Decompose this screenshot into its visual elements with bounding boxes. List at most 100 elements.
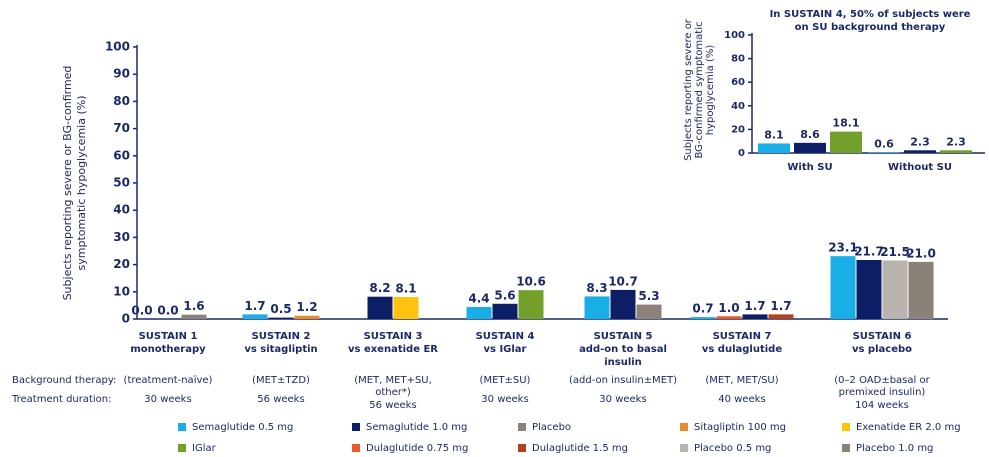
x-tick-label: vs dulaglutide xyxy=(702,344,782,355)
data-label: 0.6 xyxy=(874,137,894,150)
row-label: Treatment duration: xyxy=(11,394,112,405)
data-label: 1.7 xyxy=(244,299,265,313)
row-label: Background therapy: xyxy=(12,375,116,386)
data-label: 21.7 xyxy=(854,244,884,258)
legend-swatch xyxy=(680,444,688,452)
inset-title: on SU background therapy xyxy=(795,22,946,33)
y-tick-label: 20 xyxy=(731,124,745,135)
background-therapy: (add-on insulin±MET) xyxy=(569,375,677,386)
legend-swatch xyxy=(518,444,526,452)
legend-label: Semaglutide 1.0 mg xyxy=(366,422,467,433)
data-label: 2.3 xyxy=(910,135,930,148)
data-label: 10.7 xyxy=(608,274,638,288)
x-tick-label: SUSTAIN 2 xyxy=(252,331,311,342)
data-label: 23.1 xyxy=(828,241,858,255)
data-label: 5.6 xyxy=(494,288,515,302)
bar xyxy=(940,150,972,153)
y-tick-label: 70 xyxy=(113,121,130,135)
data-label: 18.1 xyxy=(832,117,859,130)
background-therapy: premixed insulin) xyxy=(839,387,926,398)
data-label: 1.2 xyxy=(296,300,317,314)
y-axis-label: hypoglycemia (%) xyxy=(705,45,716,136)
bar xyxy=(882,260,908,319)
bar xyxy=(518,290,544,319)
data-label: 0.0 xyxy=(131,304,152,318)
data-label: 1.6 xyxy=(183,299,204,313)
legend-swatch xyxy=(352,444,360,452)
x-tick-label: Without SU xyxy=(888,162,952,173)
legend-label: Placebo 1.0 mg xyxy=(856,443,933,454)
legend-swatch xyxy=(680,423,688,431)
data-label: 1.7 xyxy=(770,299,791,313)
bar xyxy=(268,317,294,319)
legend-label: Placebo 0.5 mg xyxy=(694,443,771,454)
legend-swatch xyxy=(842,423,850,431)
y-tick-label: 50 xyxy=(113,176,130,190)
bar xyxy=(181,314,207,319)
x-tick-label: SUSTAIN 6 xyxy=(853,331,912,342)
y-tick-label: 20 xyxy=(113,257,130,271)
y-tick-label: 40 xyxy=(113,203,130,217)
background-therapy: (MET, MET+SU, xyxy=(354,375,432,386)
background-therapy: (MET±TZD) xyxy=(252,375,310,386)
background-therapy: (MET, MET/SU) xyxy=(705,375,778,386)
bar xyxy=(856,259,882,319)
data-label: 21.5 xyxy=(880,245,910,259)
bar xyxy=(610,289,636,319)
bar xyxy=(868,152,900,153)
data-label: 0.0 xyxy=(157,304,178,318)
x-tick-label: add-on to basal xyxy=(579,344,667,355)
data-label: 21.0 xyxy=(906,246,936,260)
legend-swatch xyxy=(178,444,186,452)
x-tick-label: monotherapy xyxy=(130,344,206,355)
bar xyxy=(758,143,790,153)
data-label: 2.3 xyxy=(946,135,966,148)
data-label: 10.6 xyxy=(516,275,546,289)
x-tick-label: vs IGlar xyxy=(484,344,527,355)
y-tick-label: 100 xyxy=(105,40,130,54)
bar xyxy=(742,314,768,319)
bar xyxy=(904,150,936,153)
bar xyxy=(367,296,393,319)
treatment-duration: 40 weeks xyxy=(718,394,765,405)
y-tick-label: 100 xyxy=(724,30,745,41)
legend-swatch xyxy=(518,423,526,431)
y-tick-label: 40 xyxy=(731,101,745,112)
bar xyxy=(294,315,320,319)
x-tick-label: insulin xyxy=(604,357,642,368)
treatment-duration: 56 weeks xyxy=(369,400,416,411)
background-therapy: (MET±SU) xyxy=(480,375,531,386)
data-label: 8.3 xyxy=(586,281,607,295)
treatment-duration: 56 weeks xyxy=(257,394,304,405)
legend-label: Sitagliptin 100 mg xyxy=(694,422,786,433)
bar xyxy=(584,296,610,319)
x-tick-label: SUSTAIN 3 xyxy=(364,331,423,342)
data-label: 0.7 xyxy=(692,302,713,316)
x-tick-label: With SU xyxy=(787,162,832,173)
legend-label: Exenatide ER 2.0 mg xyxy=(856,422,961,433)
data-label: 1.0 xyxy=(718,301,739,315)
treatment-duration: 30 weeks xyxy=(599,394,646,405)
data-label: 8.2 xyxy=(369,281,390,295)
bar xyxy=(768,314,794,319)
x-tick-label: vs placebo xyxy=(852,344,912,355)
bar xyxy=(393,296,419,319)
y-tick-label: 90 xyxy=(113,67,130,81)
y-tick-label: 10 xyxy=(113,284,130,298)
treatment-duration: 104 weeks xyxy=(855,400,909,411)
y-tick-label: 80 xyxy=(113,94,130,108)
legend-label: Dulaglutide 0.75 mg xyxy=(366,443,468,454)
x-tick-label: SUSTAIN 1 xyxy=(139,331,198,342)
y-tick-label: 80 xyxy=(731,54,745,65)
data-label: 0.5 xyxy=(270,302,291,316)
legend-label: IGlar xyxy=(192,443,217,454)
bar xyxy=(830,131,862,153)
data-label: 8.1 xyxy=(395,281,416,295)
data-label: 8.6 xyxy=(800,128,820,141)
bar xyxy=(794,142,826,153)
y-tick-label: 30 xyxy=(113,230,130,244)
data-label: 4.4 xyxy=(468,292,489,306)
data-label: 8.1 xyxy=(764,128,784,141)
x-tick-label: SUSTAIN 7 xyxy=(713,331,772,342)
bar xyxy=(830,256,856,319)
